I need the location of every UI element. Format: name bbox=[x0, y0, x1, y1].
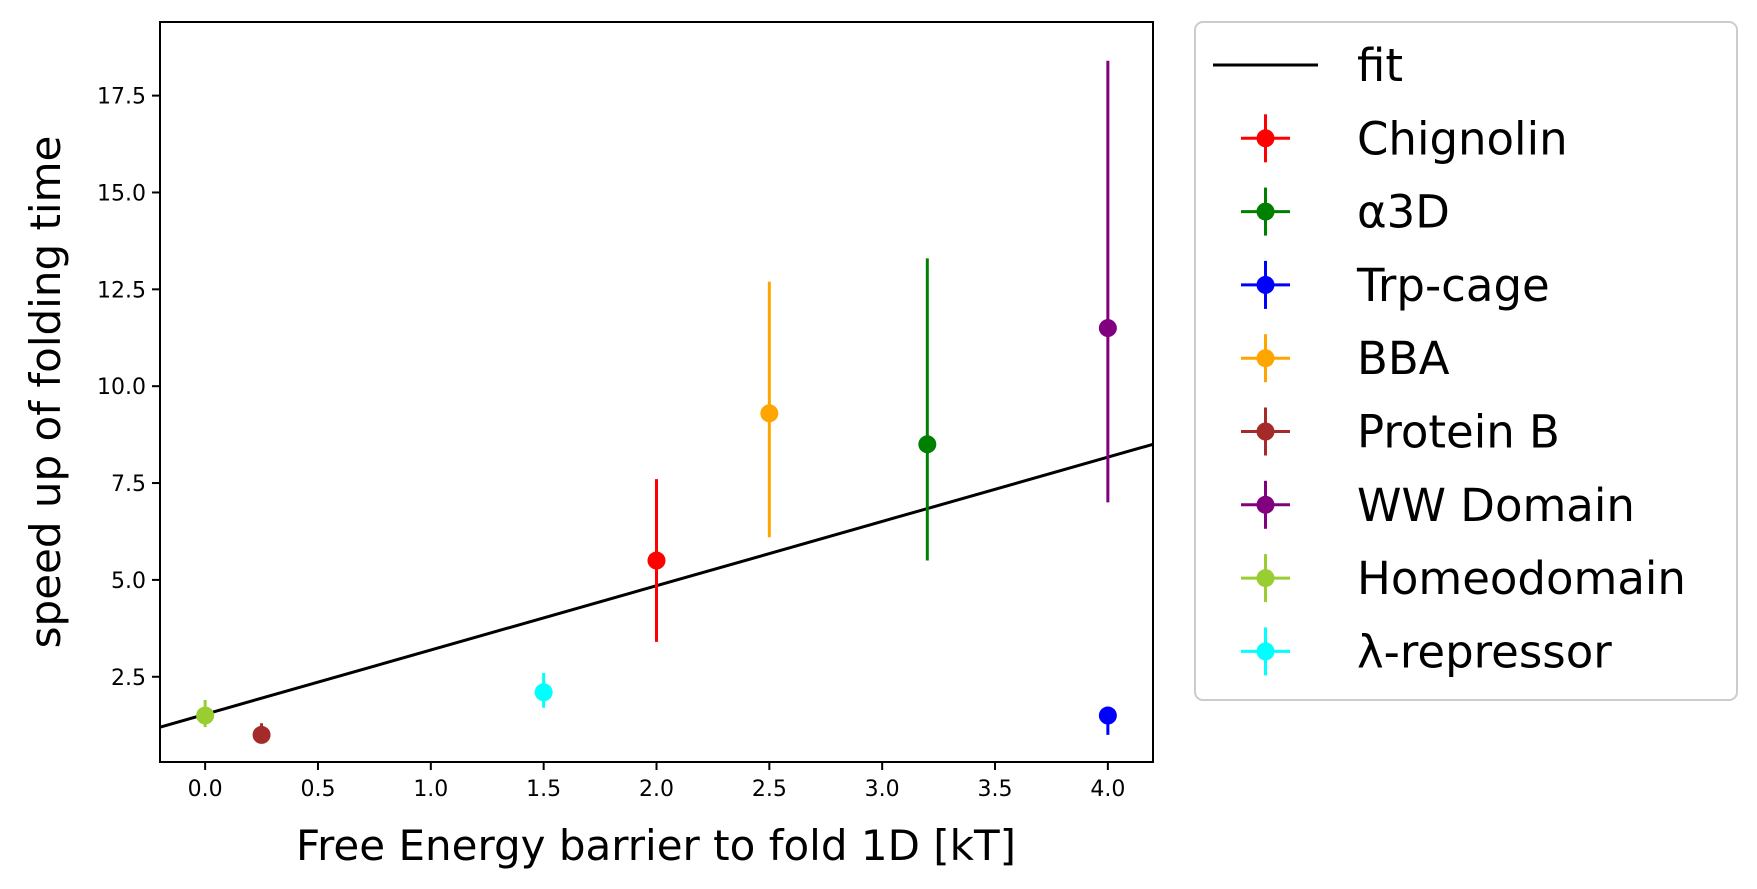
x-axis-label: Free Energy barrier to fold 1D [kT] bbox=[296, 821, 1016, 870]
legend-label: Trp-cage bbox=[1356, 259, 1550, 312]
y-tick-label: 10.0 bbox=[97, 375, 146, 400]
legend-key-marker bbox=[1256, 422, 1275, 441]
y-tick-label: 2.5 bbox=[111, 666, 146, 691]
y-axis-label: speed up of folding time bbox=[21, 136, 70, 649]
plot-area bbox=[159, 21, 1154, 763]
legend-key-marker bbox=[1256, 275, 1275, 294]
legend-label: λ-repressor bbox=[1357, 625, 1612, 678]
y-axis-ticks: 2.5 5.0 7.5 10.0 12.5 15.0 17.5 bbox=[97, 85, 160, 691]
legend-key-marker bbox=[1256, 569, 1275, 588]
legend-key-marker bbox=[1256, 202, 1275, 221]
x-tick-label: 1.0 bbox=[413, 777, 448, 802]
x-tick-label: 1.5 bbox=[526, 777, 561, 802]
data-point bbox=[918, 435, 937, 454]
data-point bbox=[760, 404, 779, 423]
data-point bbox=[647, 551, 666, 570]
legend-frame bbox=[1194, 21, 1738, 701]
legend-label: Chignolin bbox=[1357, 112, 1568, 165]
x-tick-label: 2.5 bbox=[752, 777, 787, 802]
y-tick-label: 15.0 bbox=[97, 181, 146, 206]
x-tick-label: 0.5 bbox=[300, 777, 335, 802]
legend-key-marker bbox=[1256, 129, 1275, 148]
x-tick-label: 3.0 bbox=[865, 777, 900, 802]
legend: fit Chignolin α3D Trp-cage BBA Protein B WW Do… bbox=[1194, 21, 1738, 701]
y-tick-label: 12.5 bbox=[97, 278, 146, 303]
legend-key-marker bbox=[1256, 349, 1275, 368]
legend-key-marker bbox=[1256, 642, 1275, 661]
plot-marks bbox=[159, 60, 1154, 744]
legend-label: α3D bbox=[1357, 186, 1450, 239]
y-tick-label: 7.5 bbox=[111, 472, 146, 497]
legend-label-fit: fit bbox=[1357, 39, 1403, 92]
legend-key-marker bbox=[1256, 495, 1275, 514]
data-point bbox=[196, 706, 215, 725]
legend-label: BBA bbox=[1357, 332, 1450, 385]
y-tick-label: 17.5 bbox=[97, 85, 146, 110]
x-tick-label: 3.5 bbox=[978, 777, 1013, 802]
data-point bbox=[252, 725, 271, 744]
legend-label: Protein B bbox=[1357, 406, 1560, 459]
x-tick-label: 4.0 bbox=[1090, 777, 1125, 802]
legend-label: Homeodomain bbox=[1357, 552, 1686, 605]
x-axis-ticks: 0.0 0.5 1.0 1.5 2.0 2.5 3.0 3.5 4.0 bbox=[188, 762, 1125, 802]
x-tick-label: 2.0 bbox=[639, 777, 674, 802]
y-tick-label: 5.0 bbox=[111, 569, 146, 594]
data-point bbox=[534, 683, 553, 702]
legend-label: WW Domain bbox=[1357, 479, 1635, 532]
x-tick-label: 0.0 bbox=[188, 777, 223, 802]
data-point bbox=[1098, 706, 1117, 725]
data-point bbox=[1098, 319, 1117, 338]
